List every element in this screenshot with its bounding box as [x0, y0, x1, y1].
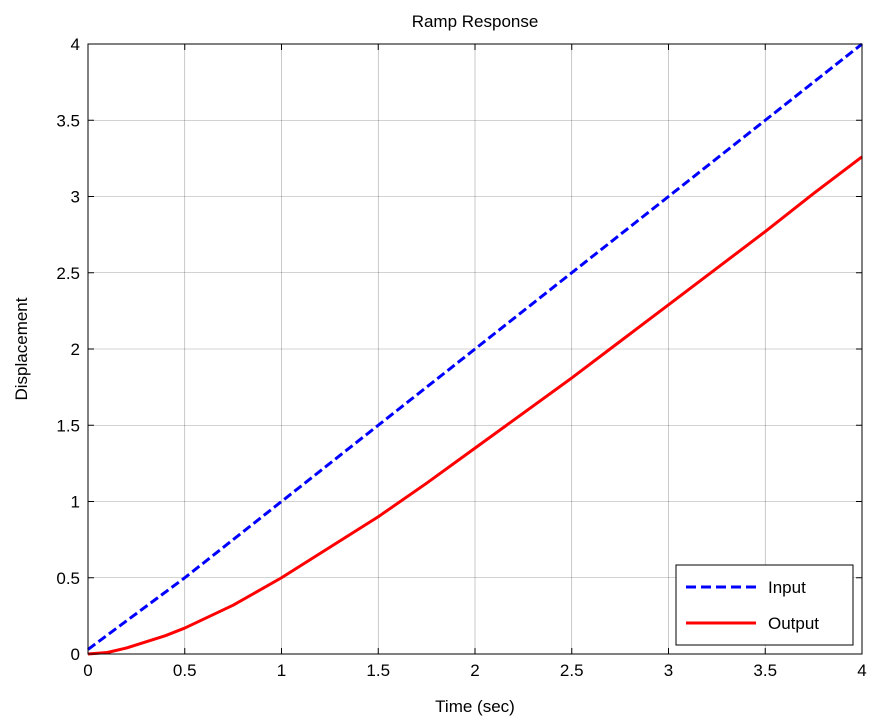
x-tick-label: 0.5 — [173, 661, 197, 680]
y-tick-label: 2 — [71, 340, 80, 359]
x-tick-label: 0 — [83, 661, 92, 680]
chart-title: Ramp Response — [412, 12, 539, 31]
y-tick-label: 0 — [71, 645, 80, 664]
x-tick-label: 1 — [277, 661, 286, 680]
tick-layer: 0 0.5 1 1.5 2 2.5 3 3.5 4 0 0.5 1 1.5 2 2.5 3 3.5 4 — [56, 35, 866, 680]
series-layer — [87, 42, 863, 656]
x-axis-label: Time (sec) — [435, 697, 515, 716]
y-tick-label: 0.5 — [56, 569, 80, 588]
y-tick-label: 1.5 — [56, 416, 80, 435]
legend-output-label: Output — [768, 614, 819, 633]
y-tick-label: 3 — [71, 188, 80, 207]
y-tick-label: 4 — [71, 35, 80, 54]
legend: Input Output — [675, 564, 854, 646]
x-tick-label: 3.5 — [753, 661, 777, 680]
legend-box — [675, 564, 854, 646]
y-tick-label: 3.5 — [56, 111, 80, 130]
x-tick-label: 1.5 — [366, 661, 390, 680]
x-tick-label: 2 — [470, 661, 479, 680]
legend-input-label: Input — [768, 578, 806, 597]
y-tick-label: 2.5 — [56, 264, 80, 283]
x-tick-label: 3 — [664, 661, 673, 680]
x-tick-label: 2.5 — [560, 661, 584, 680]
y-tick-label: 1 — [71, 493, 80, 512]
y-axis-label: Displacement — [12, 297, 31, 400]
x-tick-label: 4 — [857, 661, 866, 680]
input-series-line — [87, 42, 863, 651]
output-series-line — [87, 155, 863, 656]
